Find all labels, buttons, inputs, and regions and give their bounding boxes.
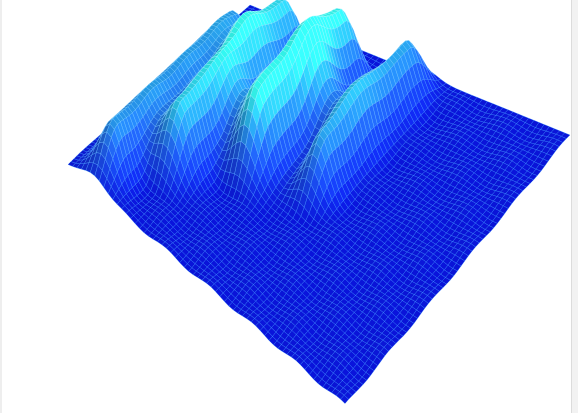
viewport-left-edge	[0, 0, 2, 413]
surface-mesh	[67, 0, 571, 404]
viewport-scroll-edge	[571, 0, 578, 413]
mesh-cell	[340, 394, 349, 404]
